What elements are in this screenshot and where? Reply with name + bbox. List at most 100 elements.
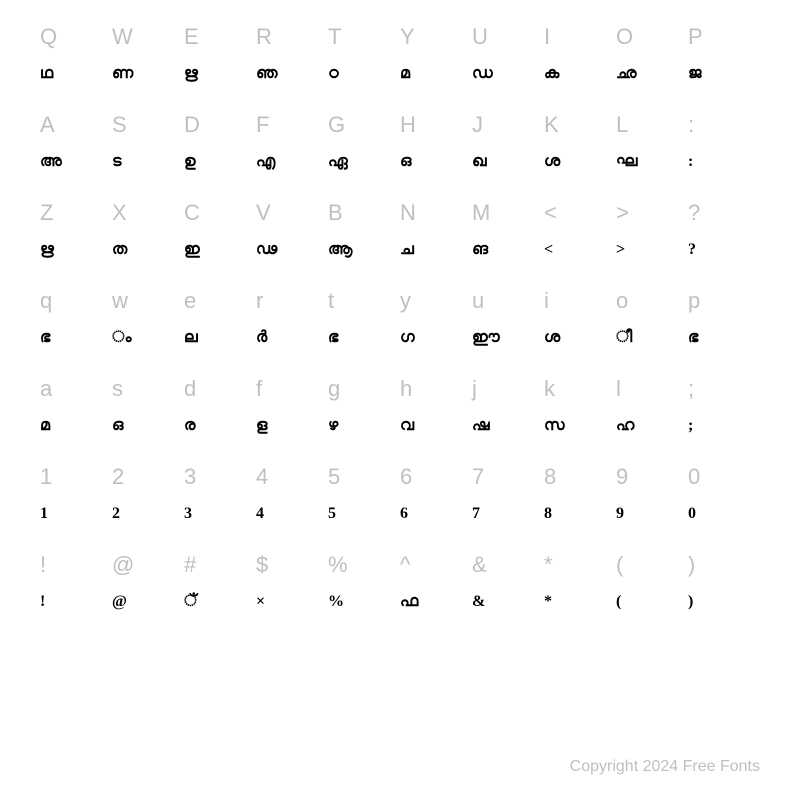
key-glyph: ഭ bbox=[40, 324, 112, 352]
key-label: O bbox=[616, 20, 688, 54]
key-glyph: ർ bbox=[256, 324, 328, 352]
key-glyph: ഖ bbox=[472, 148, 544, 176]
key-glyph: ജ bbox=[688, 60, 760, 88]
key-glyph: ല bbox=[184, 324, 256, 352]
key-label: 7 bbox=[472, 460, 544, 494]
key-glyph: ഗ bbox=[400, 324, 472, 352]
row-spacer bbox=[40, 534, 760, 542]
key-glyph: ഒ bbox=[400, 148, 472, 176]
key-glyph: ഏ bbox=[328, 148, 400, 176]
character-map-grid: QWERTYUIOPഥണഋഞഠമഡകഛജASDFGHJKL:അടഉഎഏഒഖശഘ:… bbox=[40, 20, 760, 630]
key-glyph: ഞ bbox=[256, 60, 328, 88]
key-glyph: ഛ bbox=[616, 60, 688, 88]
key-label: N bbox=[400, 196, 472, 230]
key-label: B bbox=[328, 196, 400, 230]
key-glyph: < bbox=[544, 236, 616, 264]
key-glyph: ണ bbox=[112, 60, 184, 88]
key-label: ! bbox=[40, 548, 112, 582]
key-label: > bbox=[616, 196, 688, 230]
key-label: 9 bbox=[616, 460, 688, 494]
key-label: ^ bbox=[400, 548, 472, 582]
key-glyph: ഥ bbox=[40, 60, 112, 88]
key-glyph: ങ bbox=[472, 236, 544, 264]
key-glyph: ശ bbox=[544, 324, 616, 352]
key-label: A bbox=[40, 108, 112, 142]
key-label: w bbox=[112, 284, 184, 318]
key-label: g bbox=[328, 372, 400, 406]
copyright-text: Copyright 2024 Free Fonts bbox=[570, 758, 760, 776]
key-glyph: ട bbox=[112, 148, 184, 176]
key-label: 0 bbox=[688, 460, 760, 494]
key-glyph: 3 bbox=[184, 500, 256, 528]
key-label: f bbox=[256, 372, 328, 406]
key-label: # bbox=[184, 548, 256, 582]
key-label: p bbox=[688, 284, 760, 318]
key-label: 4 bbox=[256, 460, 328, 494]
key-glyph: ഢ bbox=[256, 236, 328, 264]
key-label: d bbox=[184, 372, 256, 406]
key-label: L bbox=[616, 108, 688, 142]
key-label: C bbox=[184, 196, 256, 230]
row-spacer bbox=[40, 270, 760, 278]
key-label: a bbox=[40, 372, 112, 406]
key-label: K bbox=[544, 108, 616, 142]
key-label: I bbox=[544, 20, 616, 54]
key-label: U bbox=[472, 20, 544, 54]
key-label: F bbox=[256, 108, 328, 142]
key-glyph: ഋ bbox=[184, 60, 256, 88]
key-glyph: വ bbox=[400, 412, 472, 440]
key-glyph: ര bbox=[184, 412, 256, 440]
key-label: @ bbox=[112, 548, 184, 582]
key-glyph: ച bbox=[400, 236, 472, 264]
key-label: 3 bbox=[184, 460, 256, 494]
row-spacer bbox=[40, 358, 760, 366]
key-label: l bbox=[616, 372, 688, 406]
key-label: < bbox=[544, 196, 616, 230]
key-label: ; bbox=[688, 372, 760, 406]
key-glyph: ഠ bbox=[328, 60, 400, 88]
key-glyph: ഈ bbox=[472, 324, 544, 352]
key-glyph: 1 bbox=[40, 500, 112, 528]
key-label: T bbox=[328, 20, 400, 54]
key-label: o bbox=[616, 284, 688, 318]
key-label: y bbox=[400, 284, 472, 318]
key-glyph: ആ bbox=[328, 236, 400, 264]
key-glyph: ? bbox=[688, 236, 760, 264]
key-label: & bbox=[472, 548, 544, 582]
key-label: Q bbox=[40, 20, 112, 54]
key-label: Z bbox=[40, 196, 112, 230]
key-glyph: ഉ bbox=[184, 148, 256, 176]
key-glyph: ഷ bbox=[472, 412, 544, 440]
key-glyph: ! bbox=[40, 588, 112, 616]
key-glyph: ക bbox=[544, 60, 616, 88]
key-glyph: ശ bbox=[544, 148, 616, 176]
key-label: ( bbox=[616, 548, 688, 582]
key-label: $ bbox=[256, 548, 328, 582]
key-label: h bbox=[400, 372, 472, 406]
key-glyph: 5 bbox=[328, 500, 400, 528]
key-label: u bbox=[472, 284, 544, 318]
key-label: 1 bbox=[40, 460, 112, 494]
key-label: ? bbox=[688, 196, 760, 230]
key-label: X bbox=[112, 196, 184, 230]
key-glyph: * bbox=[544, 588, 616, 616]
key-glyph: ; bbox=[688, 412, 760, 440]
row-spacer bbox=[40, 622, 760, 630]
key-glyph: % bbox=[328, 588, 400, 616]
key-label: Y bbox=[400, 20, 472, 54]
key-glyph: & bbox=[472, 588, 544, 616]
row-spacer bbox=[40, 446, 760, 454]
row-spacer bbox=[40, 182, 760, 190]
key-label: % bbox=[328, 548, 400, 582]
key-label: 5 bbox=[328, 460, 400, 494]
key-glyph: ഡ bbox=[472, 60, 544, 88]
key-glyph: ഋ bbox=[40, 236, 112, 264]
key-glyph: ഹ bbox=[616, 412, 688, 440]
key-label: * bbox=[544, 548, 616, 582]
key-label: i bbox=[544, 284, 616, 318]
key-glyph: അ bbox=[40, 148, 112, 176]
key-glyph: 7 bbox=[472, 500, 544, 528]
key-label: t bbox=[328, 284, 400, 318]
key-label: J bbox=[472, 108, 544, 142]
key-label: H bbox=[400, 108, 472, 142]
